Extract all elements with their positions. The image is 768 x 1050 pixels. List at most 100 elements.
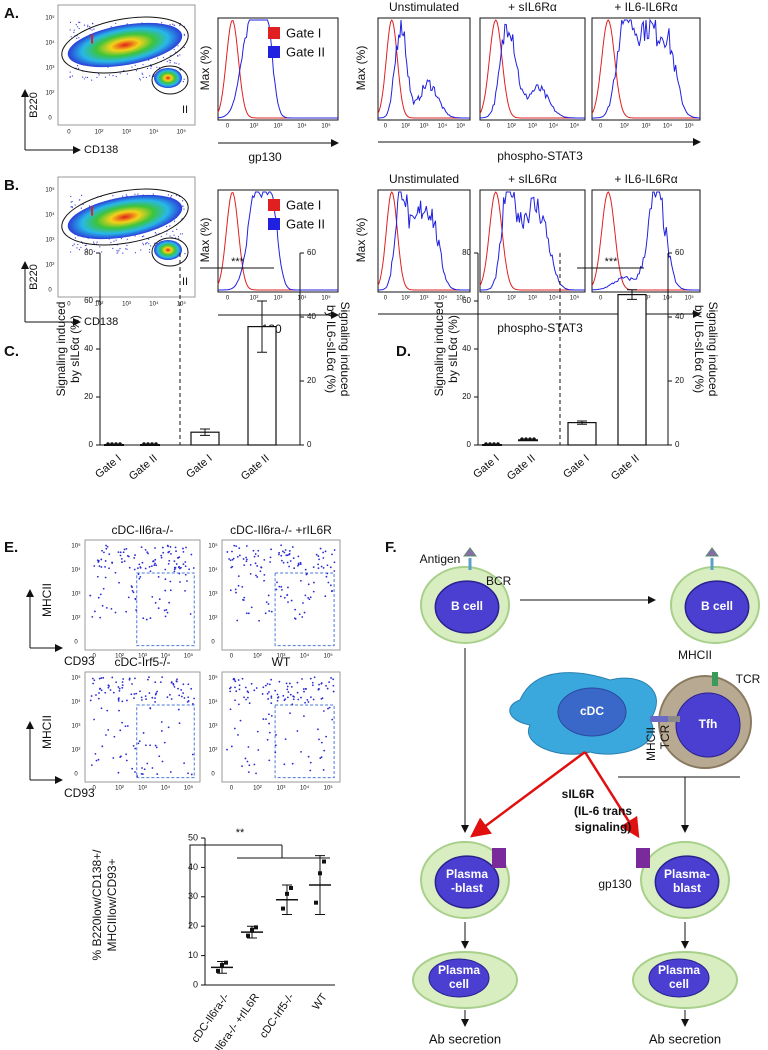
y2-tick-label: 40	[675, 312, 684, 321]
flow-dot	[278, 553, 280, 556]
flow-dot	[105, 544, 107, 547]
flow-dot	[182, 563, 185, 566]
y-axis-title: MHCIIlow/CD93+	[105, 858, 119, 951]
tick-label: 10⁵	[324, 785, 334, 792]
flow-dot	[184, 561, 187, 563]
significance: ***	[605, 256, 619, 268]
condition-title: + IL6-IL6Rα	[614, 0, 677, 14]
tick-label: 0	[93, 786, 97, 792]
y-axis-title: by sIL6α (%)	[68, 315, 82, 383]
cdc-label: cDC	[580, 704, 604, 718]
flow-dot	[137, 742, 140, 745]
gp130	[492, 848, 506, 868]
significance: **	[236, 827, 245, 839]
flow-dot	[270, 696, 273, 699]
flow-dot	[90, 764, 93, 767]
flow-dot	[85, 76, 87, 78]
flow-dot	[70, 201, 72, 203]
flow-dot	[264, 612, 267, 615]
flow-dot	[309, 769, 312, 772]
flow-dot	[137, 567, 139, 570]
flow-dot	[131, 66, 133, 68]
flow-dot	[325, 575, 328, 578]
flow-dot	[119, 247, 121, 250]
flow-dot	[184, 253, 186, 255]
y-tick-label: 40	[84, 344, 93, 353]
panel-label: A.	[4, 5, 19, 22]
legend-label: Gate I	[286, 197, 321, 212]
flow-dot	[282, 550, 284, 553]
flow-dot	[305, 573, 308, 576]
flow-dot	[142, 617, 145, 620]
flow-dot	[309, 596, 312, 599]
data-dot	[496, 442, 500, 446]
flow-dot	[265, 718, 267, 721]
y-axis-title: Signaling induced	[54, 302, 68, 397]
flow-dot	[136, 775, 139, 778]
flow-dot	[268, 713, 270, 716]
data-dot	[114, 442, 118, 446]
density	[154, 68, 182, 88]
tick-label: 10³	[122, 302, 131, 308]
flow-dot	[144, 548, 147, 551]
flow-dot	[154, 744, 157, 747]
flow-dot	[177, 687, 179, 690]
flow-dot	[93, 610, 96, 613]
label: sIL6R	[562, 787, 595, 801]
antigen	[705, 547, 719, 557]
data-dot	[488, 442, 492, 446]
flow-dot	[93, 679, 96, 682]
data-dot	[524, 437, 528, 442]
flow-dot	[260, 566, 262, 568]
flow-plot	[221, 671, 341, 783]
data-dot	[318, 871, 322, 876]
flow-dot	[149, 707, 152, 709]
flow-dot	[229, 708, 232, 711]
flow-dot	[177, 708, 180, 711]
flow-dot	[76, 247, 78, 249]
flow-dot	[172, 683, 175, 686]
flow-dot	[178, 572, 181, 575]
flow-dot	[284, 738, 287, 741]
flow-dot	[312, 566, 315, 569]
flow-plot	[57, 176, 196, 298]
flow-dot	[254, 553, 257, 555]
flow-dot	[137, 573, 140, 576]
flow-dot	[144, 695, 147, 698]
flow-dot	[241, 585, 244, 588]
flow-dot	[116, 249, 118, 252]
flow-dot	[256, 730, 259, 733]
flow-dot	[117, 686, 120, 688]
flow-dot	[115, 75, 117, 78]
y-tick-label: 20	[462, 392, 471, 401]
flow-dot	[233, 727, 236, 730]
tick-label: 10³	[138, 786, 147, 792]
flow-dot	[77, 26, 79, 28]
flow-dot	[151, 595, 154, 598]
flow-dot	[107, 686, 110, 689]
density	[67, 22, 183, 68]
tick-label: 10⁴	[71, 567, 81, 574]
histogram-box	[591, 17, 701, 121]
flow-dot	[108, 553, 111, 556]
flow-dot	[285, 554, 288, 557]
condition-title: + sIL6Rα	[508, 0, 557, 14]
flow-dot	[105, 547, 108, 550]
flow-dot	[300, 750, 302, 753]
flow-dot	[241, 677, 244, 680]
flow-dot	[267, 698, 270, 700]
flow-dot	[255, 772, 257, 775]
y2-axis-title: by IL6-sIL6α (%)	[324, 305, 338, 393]
flow-dot	[318, 558, 320, 561]
flow-dot	[156, 690, 159, 693]
tick-label: 10²	[250, 124, 259, 130]
flow-dot	[298, 613, 301, 616]
flow-dot	[93, 28, 95, 30]
flow-dot	[149, 75, 151, 77]
flow-dot	[181, 200, 184, 202]
flow-dot	[266, 682, 269, 685]
condition-title: Unstimulated	[389, 0, 459, 14]
flow-dot	[168, 559, 171, 562]
flow-dot	[304, 594, 307, 597]
flow-dot	[303, 611, 306, 614]
